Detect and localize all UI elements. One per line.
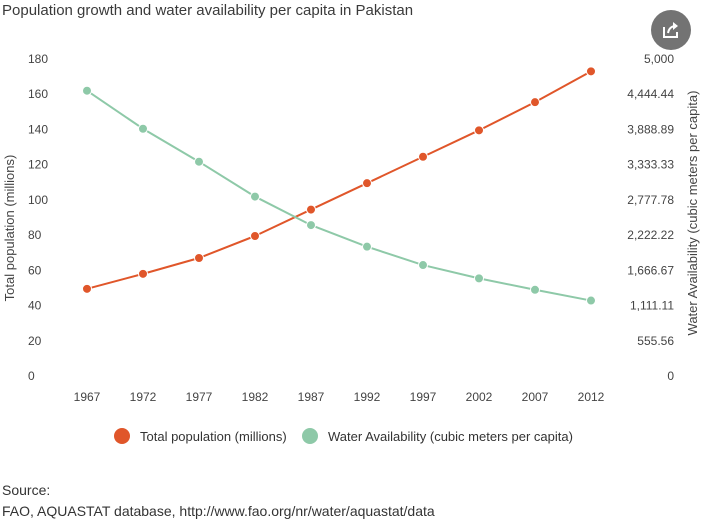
y2-tick-label: 1,111.11 <box>630 299 674 313</box>
legend-label-1: Total population (millions) <box>140 429 287 444</box>
y-tick-label: 140 <box>28 122 48 136</box>
series-2-point <box>474 273 484 284</box>
legend-marker-2 <box>302 428 318 444</box>
series-2-point <box>306 220 316 231</box>
y2-tick-label: 0 <box>667 369 674 383</box>
y2-tick-label: 1,666.67 <box>627 263 674 277</box>
series-line-1 <box>86 70 592 290</box>
x-tick-label: 2012 <box>578 390 605 404</box>
legend-label-2: Water Availability (cubic meters per cap… <box>328 429 573 444</box>
series-1-point <box>82 283 92 294</box>
share-icon <box>663 22 678 38</box>
y2-tick-label: 2,777.78 <box>627 193 674 207</box>
y-tick-label: 60 <box>28 263 42 277</box>
x-tick-label: 1997 <box>410 390 437 404</box>
x-tick-label: 2007 <box>522 390 549 404</box>
x-tick-label: 1967 <box>74 390 101 404</box>
series-2-point <box>194 156 204 167</box>
legend-marker-1 <box>114 428 130 444</box>
y-tick-label: 160 <box>28 87 48 101</box>
series-1-point <box>362 178 372 189</box>
series-1-point <box>250 230 260 241</box>
y2-tick-label: 3,333.33 <box>627 158 674 172</box>
y-axis-title: Total population (millions) <box>2 155 17 302</box>
series-2-point <box>418 260 428 271</box>
y2-tick-label: 2,222.22 <box>627 228 674 242</box>
series-2-point <box>530 284 540 295</box>
y2-tick-label: 3,888.89 <box>627 122 674 136</box>
x-tick-label: 1987 <box>298 390 325 404</box>
chart-svg: 0 20 40 60 80 100 120 140 160 180 0 555.56 1,111.11 1… <box>2 52 700 444</box>
y-tick-label: 180 <box>28 52 48 66</box>
series-1-point <box>306 204 316 215</box>
series-2-point <box>250 191 260 202</box>
y-tick-label: 0 <box>28 369 35 383</box>
series-2-point <box>138 123 148 134</box>
source-label: Source: <box>2 482 51 498</box>
y-tick-label: 20 <box>28 334 42 348</box>
series-1-point <box>194 253 204 264</box>
share-button[interactable] <box>651 10 691 50</box>
x-tick-label: 1977 <box>186 390 213 404</box>
series-1-point <box>530 97 540 108</box>
y2-axis-title: Water Availability (cubic meters per cap… <box>685 91 700 336</box>
y-tick-label: 80 <box>28 228 42 242</box>
y-tick-label: 120 <box>28 158 48 172</box>
x-tick-label: 1992 <box>354 390 381 404</box>
chart-title: Population growth and water availability… <box>2 2 414 19</box>
series-2-point <box>586 295 596 306</box>
x-tick-label: 1982 <box>242 390 269 404</box>
series-2-point <box>362 241 372 252</box>
y2-tick-label: 4,444.44 <box>627 87 674 101</box>
y-tick-label: 100 <box>28 193 48 207</box>
series-2-point <box>82 85 92 96</box>
x-tick-label: 2002 <box>466 390 493 404</box>
y-tick-label: 40 <box>28 299 42 313</box>
y2-tick-label: 5,000 <box>644 52 674 66</box>
source-text: FAO, AQUASTAT database, http://www.fao.o… <box>2 503 435 519</box>
series-1-point <box>586 66 596 77</box>
x-tick-label: 1972 <box>130 390 157 404</box>
y2-tick-label: 555.56 <box>637 334 674 348</box>
series-line-2 <box>86 89 592 302</box>
series-1-point <box>474 125 484 136</box>
series-1-point <box>418 151 428 162</box>
series-1-point <box>138 268 148 279</box>
